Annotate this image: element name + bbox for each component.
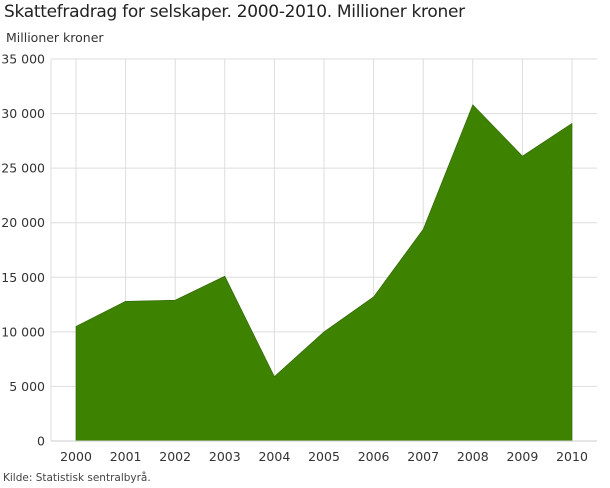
y-tick-label: 25 000 [1, 161, 45, 176]
source-note: Kilde: Statistisk sentralbyrå. [3, 472, 151, 484]
x-tick-label: 2000 [60, 449, 92, 464]
y-axis-unit-label: Millioner kroner [6, 30, 104, 45]
y-tick-label: 5 000 [9, 379, 45, 394]
y-tick-label: 15 000 [1, 270, 45, 285]
y-tick-label: 30 000 [1, 106, 45, 121]
y-tick-label: 0 [37, 434, 45, 449]
y-tick-label: 10 000 [1, 324, 45, 339]
x-tick-label: 2005 [308, 449, 340, 464]
x-tick-label: 2004 [258, 449, 290, 464]
x-tick-label: 2008 [457, 449, 489, 464]
x-tick-label: 2010 [556, 449, 588, 464]
x-tick-label: 2009 [506, 449, 538, 464]
chart-title: Skattefradrag for selskaper. 2000-2010. … [4, 2, 465, 22]
x-tick-label: 2006 [358, 449, 390, 464]
x-tick-label: 2003 [209, 449, 241, 464]
x-tick-label: 2001 [110, 449, 142, 464]
y-tick-label: 20 000 [1, 215, 45, 230]
area-series-skattefradrag [75, 104, 573, 442]
x-tick-label: 2007 [407, 449, 439, 464]
x-tick-label: 2002 [159, 449, 191, 464]
y-tick-label: 35 000 [1, 52, 45, 67]
